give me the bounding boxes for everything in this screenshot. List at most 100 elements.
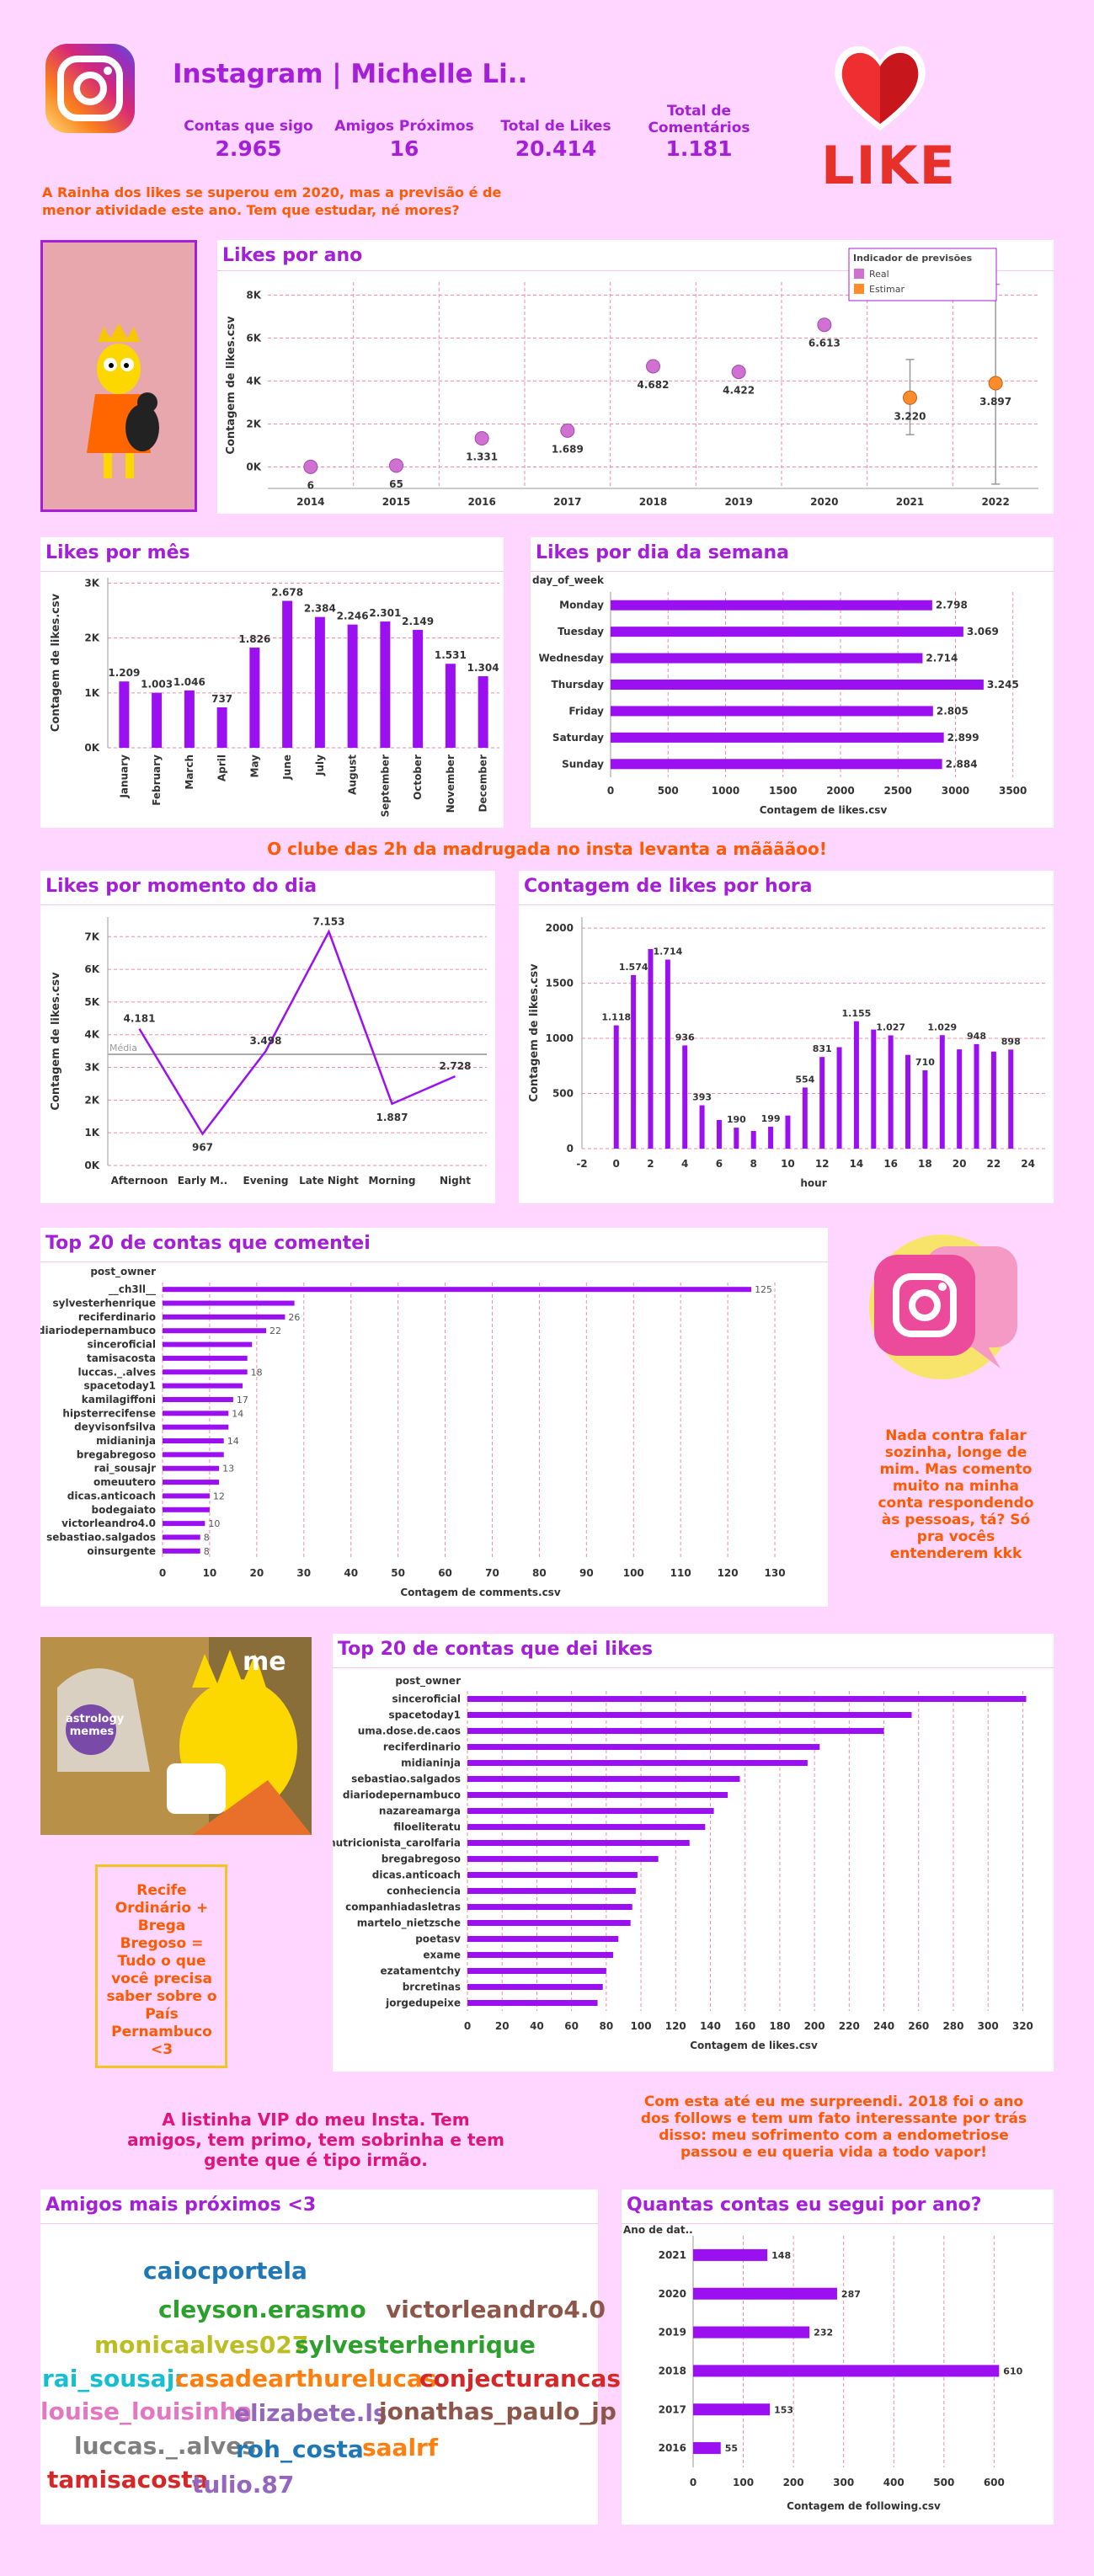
- bar: [613, 1025, 619, 1149]
- bar: [467, 1904, 632, 1910]
- data-label: 199: [761, 1113, 781, 1124]
- y-tick-label: 3K: [84, 578, 99, 589]
- bar: [216, 707, 227, 748]
- y-tick-label: Monday: [559, 600, 604, 611]
- bar: [611, 732, 944, 743]
- bar: [693, 2365, 1000, 2377]
- legend-box: [848, 248, 997, 301]
- y-tick-label: sebastiao.salgados: [351, 1773, 461, 1785]
- y-tick-label: companhiadasletras: [345, 1901, 461, 1913]
- data-label: 190: [727, 1114, 746, 1125]
- bar: [939, 1035, 945, 1149]
- y-tick-label: ezatamentchy: [381, 1965, 462, 1977]
- y-tick-label: 2K: [84, 632, 99, 644]
- x-tick-label: January: [118, 755, 130, 799]
- x-tick-label: 2017: [553, 496, 581, 508]
- friend-word: luccas._.alves: [74, 2432, 256, 2460]
- y-tick-label: sinceroficial: [87, 1339, 156, 1351]
- y-tick-label: 2017: [659, 2403, 686, 2415]
- data-label: 232: [814, 2328, 833, 2339]
- data-label: 1.046: [173, 676, 205, 688]
- data-label: 1.714: [653, 947, 682, 957]
- y-tick-label: jorgedupeixe: [385, 1997, 461, 2009]
- data-label: 1.331: [466, 451, 498, 463]
- y-tick-label: reciferdinario: [383, 1741, 461, 1753]
- bar: [693, 2248, 768, 2261]
- kpi-value-likes: 20.414: [515, 136, 597, 161]
- x-tick-label: 20: [953, 1158, 967, 1170]
- x-tick-label: 16: [883, 1158, 898, 1170]
- x-tick-label: 2014: [296, 496, 324, 508]
- data-label: 948: [967, 1031, 986, 1042]
- data-label: 65: [389, 478, 403, 490]
- data-label: 18: [251, 1367, 263, 1378]
- bar: [184, 690, 195, 748]
- bar: [922, 1070, 928, 1149]
- data-label: 1.531: [435, 649, 467, 661]
- recife-box: Recife Ordinário + Brega Bregoso = Tudo …: [95, 1864, 227, 2068]
- y-tick-label: 2K: [84, 1094, 99, 1106]
- x-tick-label: 60: [438, 1567, 452, 1579]
- x-tick-label: 1000: [712, 785, 739, 797]
- likes-por-dia-panel: Likes por dia da semana day_of_week 0 500 1…: [531, 537, 1054, 828]
- x-tick-label: 80: [599, 2020, 613, 2032]
- x-tick-label: Afternoon: [111, 1175, 168, 1187]
- y-tick-label: bregabregoso: [77, 1448, 156, 1460]
- x-tick-label: 20: [495, 2020, 510, 2032]
- recife-note: Recife Ordinário + Brega Bregoso = Tudo …: [106, 1882, 217, 2058]
- bar: [445, 664, 456, 748]
- x-tick-label: 2019: [724, 496, 752, 508]
- data-point-real: [646, 359, 660, 374]
- data-label: 2.798: [936, 600, 968, 611]
- bar: [478, 676, 488, 748]
- y-tick-label: 0K: [84, 1160, 99, 1171]
- kpi-value-comentarios: 1.181: [665, 136, 733, 161]
- x-tick-label: 0: [464, 2020, 471, 2032]
- bar: [249, 648, 260, 748]
- bar: [1008, 1049, 1014, 1149]
- x-tick-label: 3500: [999, 785, 1027, 797]
- x-tick-label: Early M..: [178, 1175, 227, 1187]
- likes-por-mes-chart: 0K 1K 2K 3K Contagem de likes.csv 1.209 Januar…: [50, 578, 499, 817]
- x-tick-label: 280: [942, 2020, 963, 2032]
- data-label: 1.209: [108, 667, 140, 679]
- data-label: 710: [915, 1057, 935, 1068]
- bar: [467, 2000, 598, 2006]
- bar: [163, 1493, 210, 1499]
- x-tick-label: Morning: [369, 1175, 416, 1187]
- data-label: 2.728: [440, 1060, 472, 1072]
- bar: [467, 1824, 706, 1830]
- data-label: 4.682: [638, 379, 670, 391]
- data-label: 1.826: [238, 633, 270, 645]
- y-tick-label: hipsterrecifense: [62, 1407, 156, 1419]
- friend-word: saalrf: [362, 2434, 439, 2461]
- bar: [163, 1287, 752, 1293]
- bar: [467, 1696, 1027, 1702]
- bar: [750, 1131, 756, 1149]
- page-title: Instagram | Michelle Li..: [173, 59, 528, 89]
- data-label: 3.498: [250, 1035, 282, 1047]
- y-tick-label: victorleandro4.0: [61, 1517, 156, 1529]
- y-axis-label: Contagem de likes.csv: [225, 316, 237, 455]
- data-label: 13: [222, 1464, 234, 1475]
- x-tick-label: 120: [718, 1567, 739, 1579]
- data-label: 125: [755, 1284, 772, 1295]
- x-tick-label: 180: [769, 2020, 790, 2032]
- data-point-real: [560, 423, 575, 438]
- x-tick-label: 30: [296, 1567, 311, 1579]
- x-tick-label: 600: [984, 2477, 1005, 2488]
- data-label: 55: [725, 2443, 738, 2454]
- bar: [314, 616, 325, 748]
- bar: [467, 1984, 603, 1990]
- x-tick-label: 300: [833, 2477, 854, 2488]
- y-tick-label: 1K: [84, 687, 99, 699]
- x-tick-label: 70: [485, 1567, 499, 1579]
- top-likes-title: Top 20 de contas que dei likes: [338, 1639, 654, 1660]
- top-comentei-title: Top 20 de contas que comentei: [45, 1233, 371, 1254]
- data-label: 831: [813, 1043, 832, 1054]
- x-tick-label: -2: [576, 1158, 587, 1170]
- y-tick-label: 2021: [659, 2249, 686, 2261]
- x-tick-label: July: [314, 755, 326, 776]
- y-tick-label: poetasv: [415, 1933, 461, 1945]
- y-tick-label: diariodepernambuco: [343, 1789, 461, 1801]
